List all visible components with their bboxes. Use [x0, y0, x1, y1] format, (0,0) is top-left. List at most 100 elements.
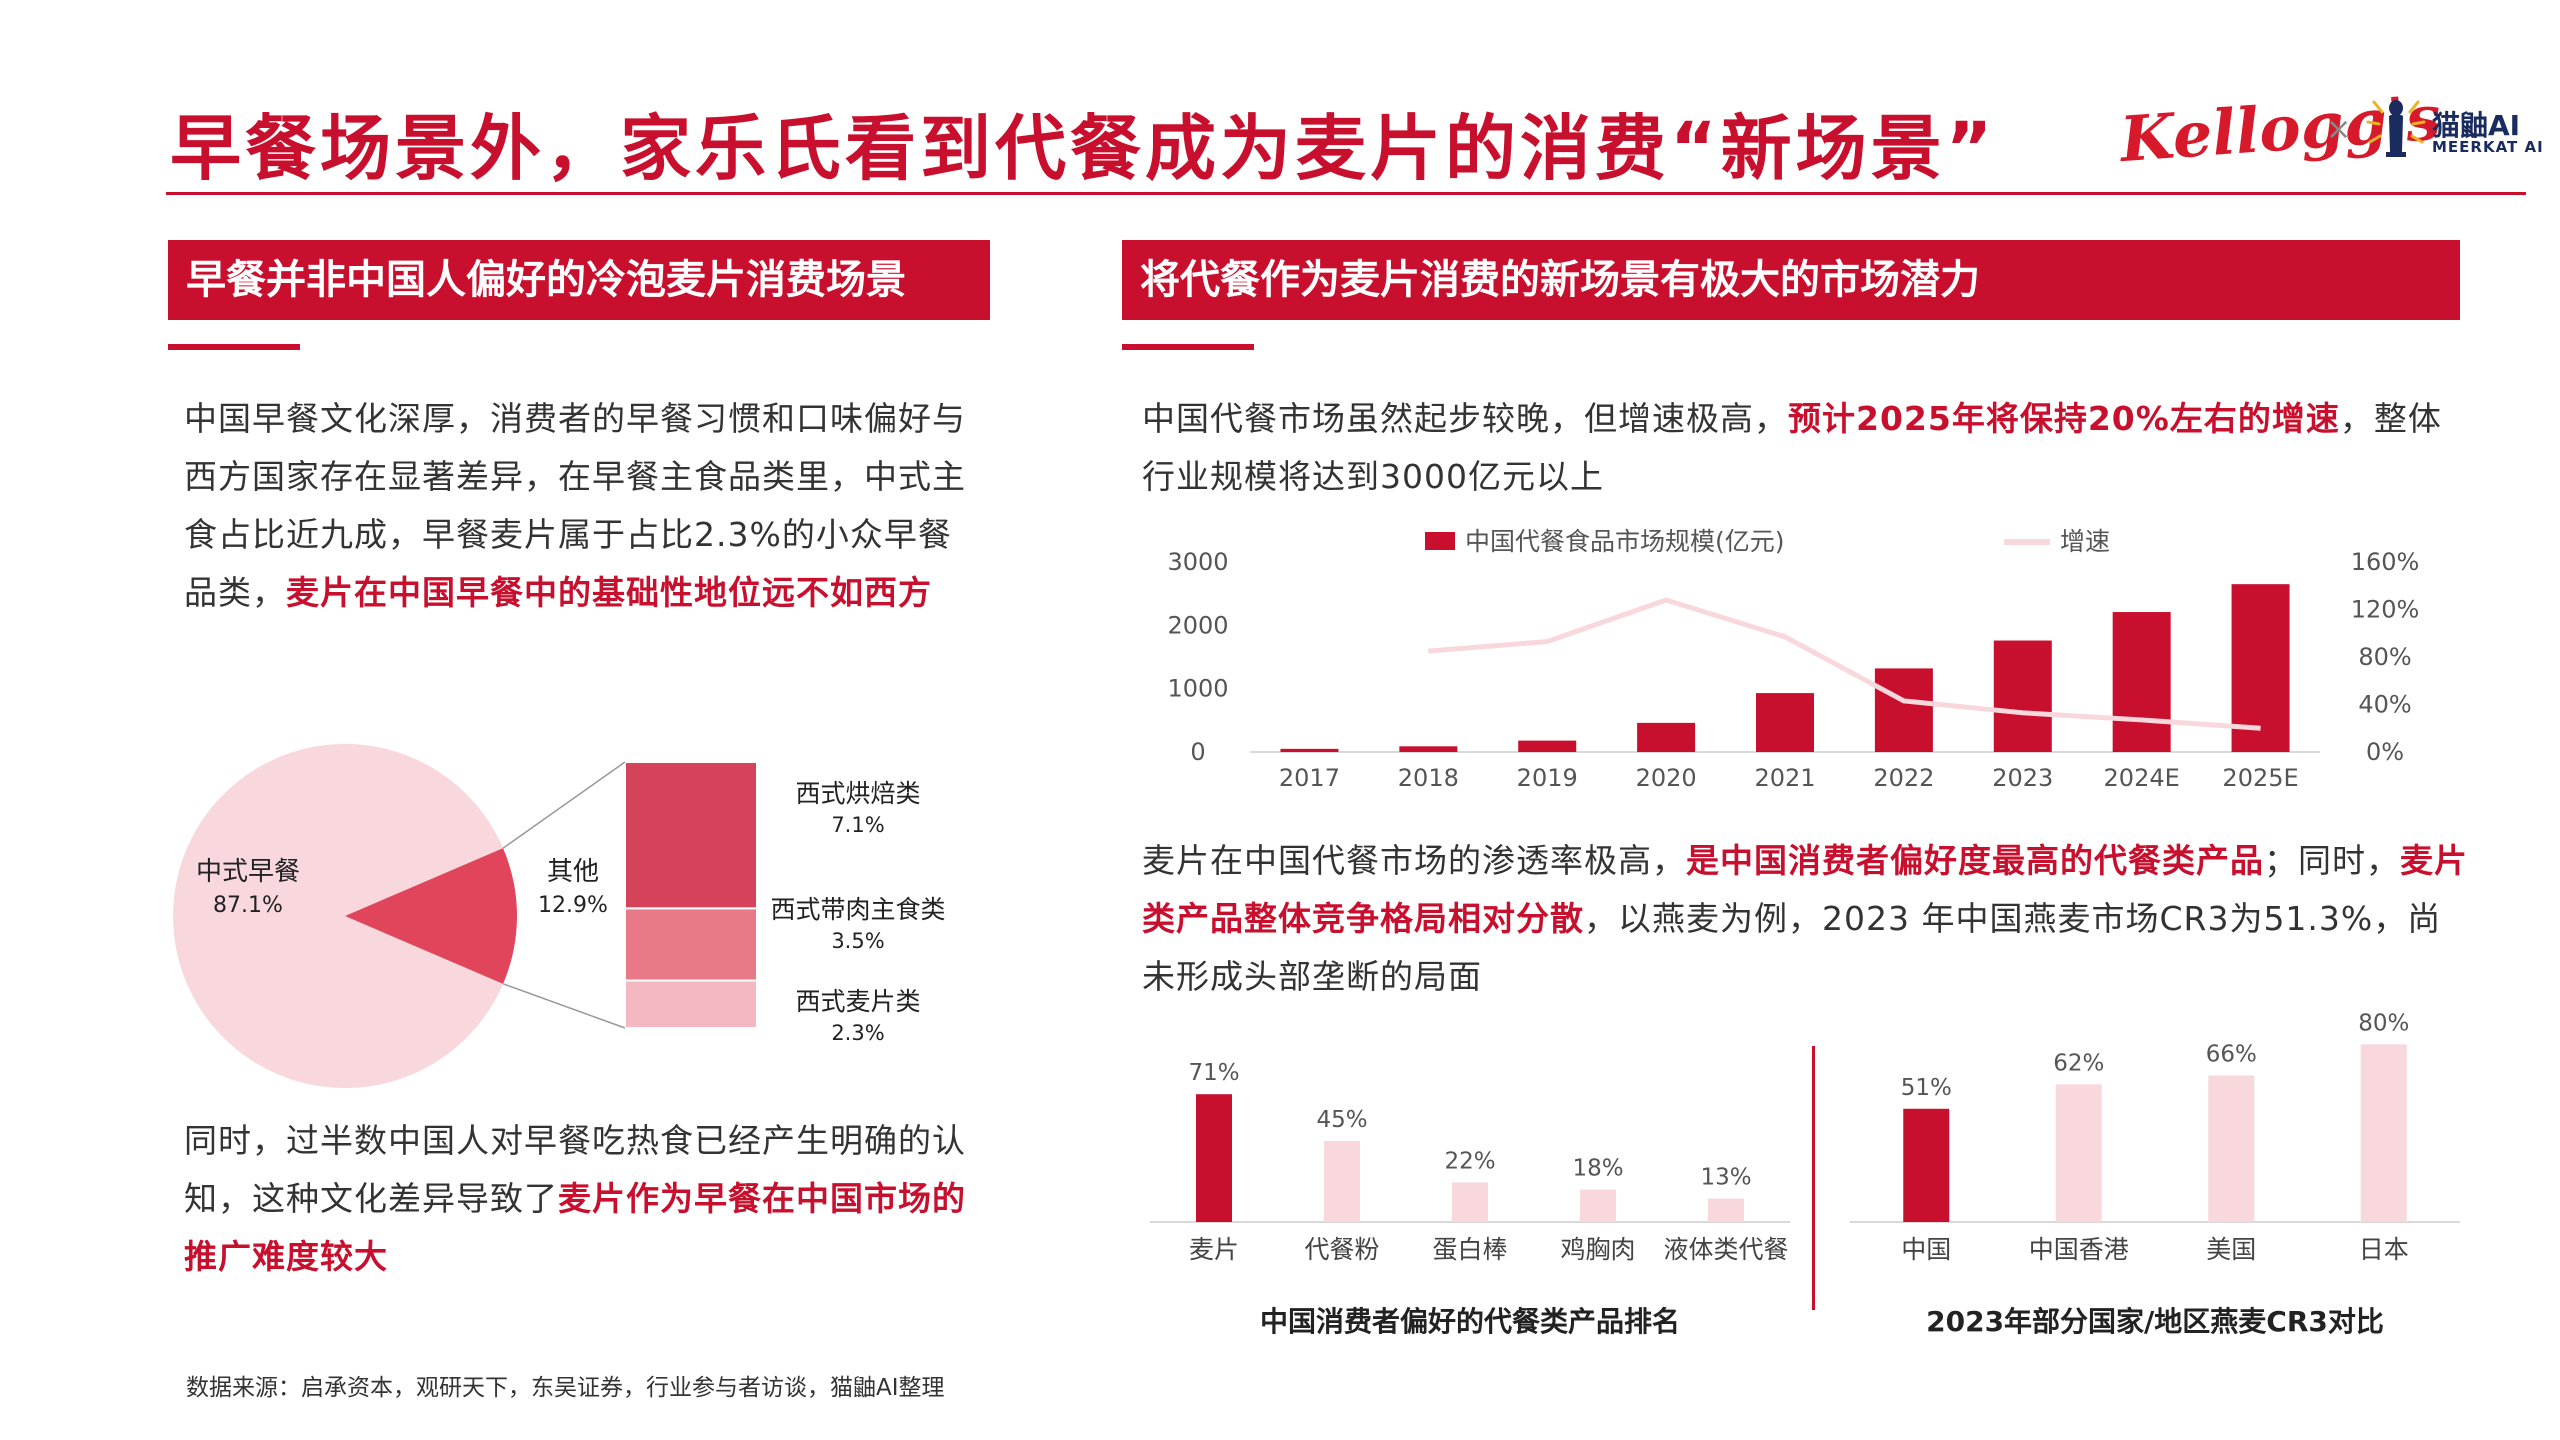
- market-size-bar: [1756, 693, 1814, 752]
- breakdown-label-3: 西式麦片类: [795, 987, 920, 1016]
- market-size-bar: [1518, 740, 1577, 752]
- x-axis-tick: 2022: [1873, 764, 1934, 792]
- bar: [2208, 1075, 2255, 1222]
- meerkat-brand-subtitle: MEERKAT AI: [2432, 138, 2544, 156]
- right-banner-underline: [1122, 344, 1254, 350]
- market-size-bar: [1280, 748, 1339, 752]
- x-axis-tick: 麦片: [1189, 1235, 1239, 1264]
- market-size-bar: [1399, 746, 1458, 752]
- breakdown-segment-3: [624, 979, 758, 1029]
- market-size-bar: [2112, 612, 2171, 752]
- oat-cr3-chart: 51% 中国 62% 中国香港 66% 美国 80% 日本: [1850, 1010, 2460, 1264]
- market-size-bar: [2231, 584, 2290, 752]
- x-axis-tick: 日本: [2359, 1235, 2409, 1264]
- right-penetration-highlight-1: 是中国消费者偏好度最高的代餐类产品: [1686, 841, 2264, 880]
- x-axis-tick: 鸡胸肉: [1560, 1235, 1635, 1264]
- breakdown-value-1: 7.1%: [831, 813, 884, 837]
- legend-swatch-market-size: [1425, 532, 1455, 550]
- bar-value-label: 13%: [1700, 1165, 1751, 1191]
- left-axis-tick: 1000: [1167, 675, 1228, 703]
- legend-label-growth: 增速: [2060, 527, 2110, 556]
- connector-bottom: [502, 983, 626, 1029]
- bar-value-label: 18%: [1572, 1156, 1623, 1182]
- x-axis-tick: 蛋白棒: [1432, 1235, 1507, 1264]
- x-axis-tick: 2025E: [2222, 764, 2298, 792]
- breakdown-segment-2: [624, 907, 758, 982]
- breakdown-label-2: 西式带肉主食类: [770, 895, 945, 924]
- breakfast-pie-chart: 中式早餐 87.1% 其他 12.9% 西式烘焙类 7.1% 西式带肉主食类 3.5% 西式麦片…: [173, 744, 946, 1088]
- right-axis-tick: 80%: [2358, 643, 2411, 671]
- x-axis-tick: 2019: [1517, 764, 1578, 792]
- bar: [2360, 1044, 2407, 1222]
- x-axis-tick: 2017: [1279, 764, 1340, 792]
- right-penetration-paragraph: 麦片在中国代餐市场的渗透率极高，是中国消费者偏好度最高的代餐类产品；同时，麦片类…: [1142, 832, 2472, 1006]
- bar-value-label: 66%: [2206, 1041, 2257, 1067]
- bar: [1580, 1189, 1616, 1222]
- bar: [2055, 1084, 2102, 1222]
- x-axis-tick: 代餐粉: [1304, 1235, 1379, 1264]
- right-penetration-text: 麦片在中国代餐市场的渗透率极高，: [1142, 841, 1686, 880]
- title-divider: [166, 192, 2526, 195]
- connector-top: [502, 761, 626, 849]
- meerkat-logo-icon: [2366, 100, 2426, 157]
- left-intro-text: 中国早餐文化深厚，消费者的早餐习惯和口味偏好与西方国家存在显著差异，在早餐主食品…: [184, 399, 966, 612]
- x-axis-tick: 中国: [1901, 1235, 1951, 1264]
- right-section-banner: 将代餐作为麦片消费的新场景有极大的市场潜力: [1122, 240, 2460, 320]
- legend-label-market-size: 中国代餐食品市场规模(亿元): [1465, 527, 1785, 556]
- right-intro-text-tail: ，整体行业规模将达到3000亿元以上: [1142, 399, 2442, 496]
- cr3-chart-title: 2023年部分国家/地区燕麦CR3对比: [1926, 1305, 2384, 1338]
- bar: [1452, 1182, 1488, 1222]
- bar-value-label: 45%: [1316, 1107, 1367, 1133]
- pie-label-other: 其他: [547, 857, 599, 887]
- right-intro-paragraph: 中国代餐市场虽然起步较晚，但增速极高，预计2025年将保持20%左右的增速，整体…: [1142, 390, 2472, 506]
- x-axis-tick: 2021: [1754, 764, 1815, 792]
- x-axis-tick: 2023: [1992, 764, 2053, 792]
- bar: [1903, 1108, 1950, 1222]
- pie-label-chinese-breakfast: 中式早餐: [196, 857, 300, 887]
- growth-rate-line: [1428, 597, 2261, 731]
- x-axis-tick: 2024E: [2104, 764, 2180, 792]
- right-axis-tick: 160%: [2351, 548, 2420, 576]
- bar-value-label: 80%: [2358, 1010, 2409, 1036]
- right-intro-text: 中国代餐市场虽然起步较晚，但增速极高，: [1142, 399, 1788, 438]
- right-intro-highlight: 预计2025年将保持20%左右的增速: [1788, 399, 2340, 438]
- left-intro-paragraph: 中国早餐文化深厚，消费者的早餐习惯和口味偏好与西方国家存在显著差异，在早餐主食品…: [184, 390, 984, 622]
- bar-value-label: 62%: [2053, 1050, 2104, 1076]
- left-banner-underline: [168, 344, 300, 350]
- x-axis-tick: 2020: [1636, 764, 1697, 792]
- right-penetration-text-3: ，以燕麦为例，2023 年中国燕麦市场CR3为51.3%，尚未形成头部垄断的局面: [1142, 899, 2442, 996]
- breakdown-value-2: 3.5%: [831, 929, 884, 953]
- left-axis-tick: 0: [1190, 738, 1205, 766]
- left-conclusion-highlight: 麦片作为早餐在中国市场的推广难度较大: [184, 1179, 966, 1276]
- x-axis-tick: 液体类代餐: [1663, 1235, 1788, 1264]
- left-intro-highlight: 麦片在中国早餐中的基础性地位远不如西方: [286, 573, 932, 612]
- market-size-combo-chart: 中国代餐食品市场规模(亿元) 增速 0 1000 2000 3000 0% 40% 80% 120…: [1167, 527, 2420, 792]
- breakdown-value-3: 2.3%: [831, 1021, 884, 1045]
- market-size-bar: [1993, 640, 2052, 752]
- bar-value-label: 22%: [1444, 1148, 1495, 1174]
- brand-separator: ×: [2326, 112, 2352, 147]
- left-section-banner: 早餐并非中国人偏好的冷泡麦片消费场景: [168, 240, 990, 320]
- left-conclusion-paragraph: 同时，过半数中国人对早餐吃热食已经产生明确的认知，这种文化差异导致了麦片作为早餐…: [184, 1112, 984, 1286]
- market-size-bar: [1637, 722, 1696, 752]
- x-axis-tick: 美国: [2206, 1235, 2256, 1264]
- right-axis-tick: 120%: [2351, 596, 2420, 624]
- x-axis-tick: 2018: [1398, 764, 1459, 792]
- breakdown-segment-1: [624, 761, 758, 910]
- breakdown-label-1: 西式烘焙类: [795, 779, 920, 808]
- right-penetration-text-2: ；同时，: [2264, 841, 2400, 880]
- left-axis-tick: 3000: [1167, 548, 1228, 576]
- right-penetration-highlight-2: 麦片类产品整体竞争格局相对分散: [1142, 841, 2468, 938]
- meal-replacement-ranking-chart: 71% 麦片 45% 代餐粉 22% 蛋白棒 18% 鸡胸肉 13% 液体类代餐: [1150, 1060, 1790, 1264]
- right-axis-tick: 0%: [2366, 738, 2404, 766]
- bar: [1708, 1198, 1744, 1222]
- left-axis-tick: 2000: [1167, 611, 1228, 639]
- ranking-chart-title: 中国消费者偏好的代餐类产品排名: [1259, 1305, 1680, 1338]
- data-source-note: 数据来源：启承资本，观研天下，东吴证券，行业参与者访谈，猫鼬AI整理: [186, 1375, 945, 1401]
- pie-value-chinese-breakfast: 87.1%: [213, 893, 283, 918]
- bar: [1324, 1141, 1360, 1222]
- bar: [1196, 1094, 1232, 1222]
- meerkat-brand-name: 猫鼬AI: [2432, 109, 2521, 142]
- pie-slice-other: [345, 848, 517, 984]
- page-title: 早餐场景外，家乐氏看到代餐成为麦片的消费“新场景”: [170, 107, 1997, 190]
